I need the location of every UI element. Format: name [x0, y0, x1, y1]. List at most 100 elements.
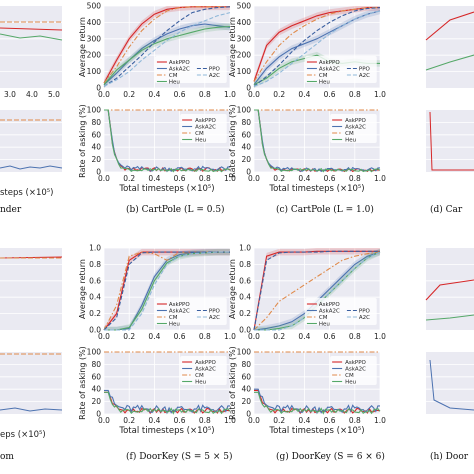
caption-g: (g) DoorKey (S = 6 × 6) — [276, 452, 385, 462]
x-tick-label: 0.8 — [199, 332, 211, 341]
legend-label: CM — [345, 131, 354, 137]
legend-label: Heu — [319, 322, 330, 328]
y-axis-label: Rate of asking (%) — [228, 104, 237, 178]
panel-g-top: 0.0 0.2 0.4 0.6 0.8 1.00.00.20.40.60.81.0Aver… — [228, 244, 386, 342]
plot-area — [0, 352, 62, 414]
x-tick-label: 0.6 — [324, 90, 336, 99]
x-tick-label: 0.0 — [98, 332, 110, 341]
legend-label: Heu — [345, 138, 356, 144]
series-line-askppo — [0, 27, 63, 31]
panel-f-top: 0.0 0.2 0.4 0.6 0.8 1.00.00.20.40.60.81.0Aver… — [78, 244, 236, 342]
x-tick-label: 0.2 — [273, 332, 285, 341]
y-axis-label: Average return — [78, 17, 87, 77]
x-tick-label: 0.4 — [148, 332, 160, 341]
legend-box — [330, 114, 377, 143]
x-tick-label: 0.6 — [324, 174, 336, 183]
x-axis-label: steps (×10⁵) — [0, 188, 54, 198]
series-line-heu — [104, 391, 231, 415]
x-tick-label: 1.0 — [224, 416, 236, 425]
legend-label: A2C — [209, 73, 220, 79]
caption-a: nder — [0, 205, 22, 215]
x-tick-label: 0.6 — [174, 174, 186, 183]
y-tick-label: 1.0 — [239, 244, 251, 253]
y-axis-label: Average return — [228, 259, 237, 319]
series-line-aska2c — [0, 165, 63, 170]
legend-label: AskA2C — [319, 309, 340, 315]
caption-d: (d) Car — [430, 205, 463, 215]
x-tick-label: 3.0 — [4, 90, 16, 99]
series-line-cm — [103, 251, 230, 331]
y-tick-label: 500 — [87, 2, 102, 11]
series-line-heu — [254, 391, 381, 415]
x-tick-label: 0.6 — [174, 332, 186, 341]
x-tick-label: 0.0 — [248, 90, 260, 99]
legend-label: AskPPO — [195, 360, 216, 366]
legend-box — [330, 356, 377, 385]
x-axis-label: eps (×10⁵) — [0, 430, 46, 440]
y-axis-label: Rate of asking (%) — [78, 104, 87, 178]
x-tick-label: 0.2 — [123, 332, 135, 341]
band-aska2c — [254, 248, 380, 330]
y-tick-label: 0.0 — [239, 326, 251, 335]
legend-label: CM — [195, 373, 204, 379]
x-tick-label: 1.0 — [374, 332, 386, 341]
y-tick-label: 80 — [91, 118, 101, 127]
x-tick-label: 0.8 — [349, 90, 361, 99]
y-tick-label: 400 — [237, 18, 252, 27]
band-heu — [104, 23, 230, 88]
series-line-ppo — [253, 7, 381, 87]
series-line-ppo — [253, 250, 380, 331]
series-line-cm — [253, 251, 381, 331]
y-tick-label: 100 — [87, 106, 102, 115]
legend-label: PPO — [209, 309, 221, 315]
panel-d-bottom — [426, 110, 474, 172]
y-tick-label: 100 — [87, 348, 102, 357]
series-line-a2c — [104, 251, 230, 331]
x-axis-label: Total timesteps (×10⁵) — [118, 426, 214, 436]
y-tick-label: 0 — [96, 168, 101, 177]
y-tick-label: 40 — [241, 385, 251, 394]
x-tick-label: 0.6 — [174, 90, 186, 99]
x-tick-label: 0.0 — [98, 174, 110, 183]
panel-b-top: 0.0 0.2 0.4 0.6 0.8 1.00100200300400500Averag… — [78, 2, 236, 100]
band-aska2c — [254, 7, 380, 89]
x-tick-label: 0.4 — [298, 90, 310, 99]
y-tick-label: 0.2 — [89, 309, 101, 318]
x-tick-label: 0.4 — [148, 174, 160, 183]
x-tick-label: 1.0 — [374, 174, 386, 183]
y-tick-label: 500 — [237, 2, 252, 11]
y-tick-label: 20 — [91, 397, 101, 406]
series-line-askppo — [425, 11, 474, 41]
y-tick-label: 300 — [237, 34, 252, 43]
band-heu — [254, 248, 380, 330]
x-tick-label: 1.0 — [374, 90, 386, 99]
legend-label: AskA2C — [195, 367, 216, 373]
y-tick-label: 80 — [91, 360, 101, 369]
x-tick-label: 0.0 — [98, 416, 110, 425]
legend-label: AskPPO — [345, 118, 366, 124]
series-line-heu — [103, 25, 231, 86]
y-axis-label: Rate of asking (%) — [78, 346, 87, 420]
x-tick-label: 0.0 — [98, 90, 110, 99]
legend-label: Heu — [169, 322, 180, 328]
legend-box — [304, 298, 377, 325]
x-tick-label: 0.2 — [273, 416, 285, 425]
y-tick-label: 1.0 — [89, 244, 101, 253]
y-tick-label: 0.6 — [89, 276, 101, 285]
panel-e-bottom — [0, 352, 63, 414]
plot-area — [426, 6, 474, 88]
legend-label: AskA2C — [169, 309, 190, 315]
series-line-cm — [253, 7, 380, 82]
legend-label: AskPPO — [195, 118, 216, 124]
panel-a-top — [0, 6, 63, 88]
legend-label: AskPPO — [169, 60, 190, 66]
x-tick-label: 0.2 — [123, 416, 135, 425]
panel-h-top — [425, 248, 474, 330]
y-tick-label: 60 — [241, 372, 251, 381]
y-tick-label: 80 — [241, 360, 251, 369]
